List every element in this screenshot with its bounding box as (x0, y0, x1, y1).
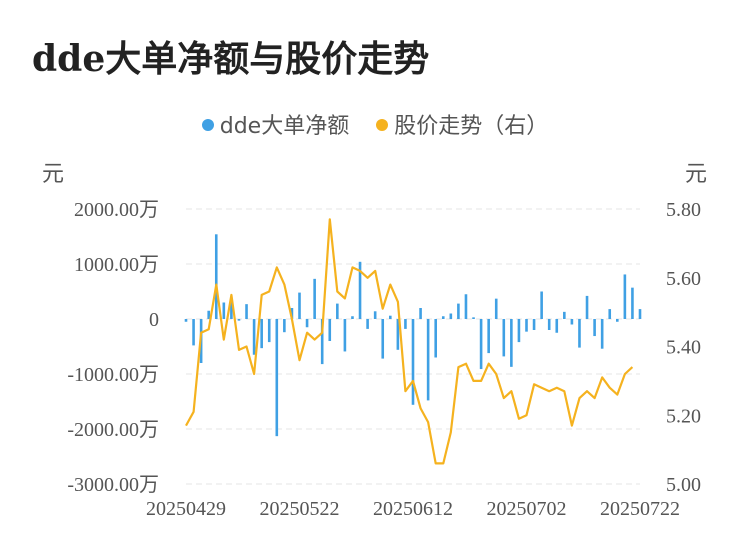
y-left-tick-label: -2000.00万 (67, 419, 159, 441)
dde-bar (396, 319, 400, 350)
dde-bar (616, 319, 619, 322)
dde-bar (214, 234, 218, 319)
dde-bar (494, 298, 498, 319)
legend-item-price[interactable]: 股价走势（右） (376, 108, 548, 140)
y-left-tick-label: -1000.00万 (67, 364, 159, 386)
dde-bar (373, 311, 377, 319)
dde-bar (366, 319, 369, 329)
dde-bar (283, 319, 286, 333)
left-axis-unit: 元 (42, 162, 65, 187)
x-tick-label: 20250612 (373, 498, 453, 520)
dde-bar (563, 311, 566, 319)
dde-bar (358, 261, 362, 319)
dde-bar (631, 287, 634, 319)
dde-bar (487, 319, 490, 354)
dde-bar (472, 317, 475, 319)
dde-bar (593, 319, 596, 337)
y-right-tick-label: 5.40 (666, 337, 701, 359)
dde-bar (578, 319, 581, 348)
dde-bar (267, 319, 271, 343)
dde-bar (570, 319, 574, 325)
y-left-tick-label: 1000.00万 (74, 254, 159, 276)
dde-bar (638, 309, 642, 319)
dde-bar (449, 313, 453, 319)
dde-bar (184, 319, 188, 322)
dde-bar (547, 319, 551, 330)
dde-bar (290, 308, 294, 319)
x-tick-label: 20250702 (487, 498, 567, 520)
dde-bar (298, 292, 301, 319)
right-axis-unit: 元 (685, 162, 708, 187)
dde-bar (230, 298, 233, 319)
dde-bar (457, 303, 460, 319)
dde-bar (320, 319, 324, 365)
y-left-tick-label: -3000.00万 (67, 474, 159, 496)
dde-bar (389, 315, 392, 319)
y-left-tick-label: 0 (149, 309, 159, 331)
y-right-tick-label: 5.00 (666, 474, 701, 496)
chart-title: dde大单净额与股价走势 (32, 38, 430, 80)
dde-bar (479, 319, 483, 370)
dde-bar (441, 316, 445, 319)
dde-bar (245, 304, 248, 319)
dde-bar (222, 302, 226, 319)
dde-bar (623, 274, 627, 319)
dde-bar (207, 310, 210, 319)
dde-bar (600, 319, 604, 349)
dde-bar (260, 319, 263, 349)
dde-bar (343, 319, 347, 352)
dde-bar (411, 319, 415, 405)
dde-bar (419, 308, 422, 319)
y-right-tick-label: 5.60 (666, 268, 701, 290)
dde-bar (336, 303, 339, 319)
x-tick-label: 20250522 (260, 498, 340, 520)
y-right-tick-label: 5.20 (666, 405, 701, 427)
dde-bar (192, 319, 195, 346)
dde-bar (585, 295, 589, 319)
dde-bar (517, 319, 521, 343)
legend-label-price: 股价走势（右） (394, 114, 549, 139)
legend-item-dde[interactable]: dde大单净额 (201, 108, 350, 140)
dde-bar (275, 319, 279, 437)
dde-bar (434, 319, 437, 358)
dde-bar (328, 319, 332, 341)
dde-bar (381, 319, 385, 359)
dde-bar (525, 319, 528, 332)
x-tick-label: 20250722 (600, 498, 680, 520)
dde-bar (305, 319, 309, 328)
dde-bar (252, 319, 256, 355)
y-left-tick-label: 2000.00万 (74, 199, 159, 221)
dde-bar (404, 319, 407, 329)
dde-bar (608, 309, 612, 319)
dde-bar (237, 319, 241, 321)
x-tick-label: 20250429 (146, 498, 226, 520)
dde-bar (464, 294, 468, 319)
dde-bar (540, 291, 543, 319)
dde-bar (502, 319, 506, 357)
dde-bar (351, 316, 354, 319)
dde-bar (532, 319, 536, 330)
legend-label-dde: dde大单净额 (219, 114, 350, 139)
price-line (185, 218, 634, 465)
dde-bar (555, 319, 559, 333)
dde-bar (510, 319, 513, 367)
legend-marker-price (376, 119, 389, 131)
legend-marker-dde (201, 119, 214, 131)
dde-bar (426, 319, 430, 401)
y-right-tick-label: 5.80 (666, 199, 701, 221)
dde-bar (313, 278, 316, 319)
legend: dde大单净额 股价走势（右） (0, 108, 750, 140)
